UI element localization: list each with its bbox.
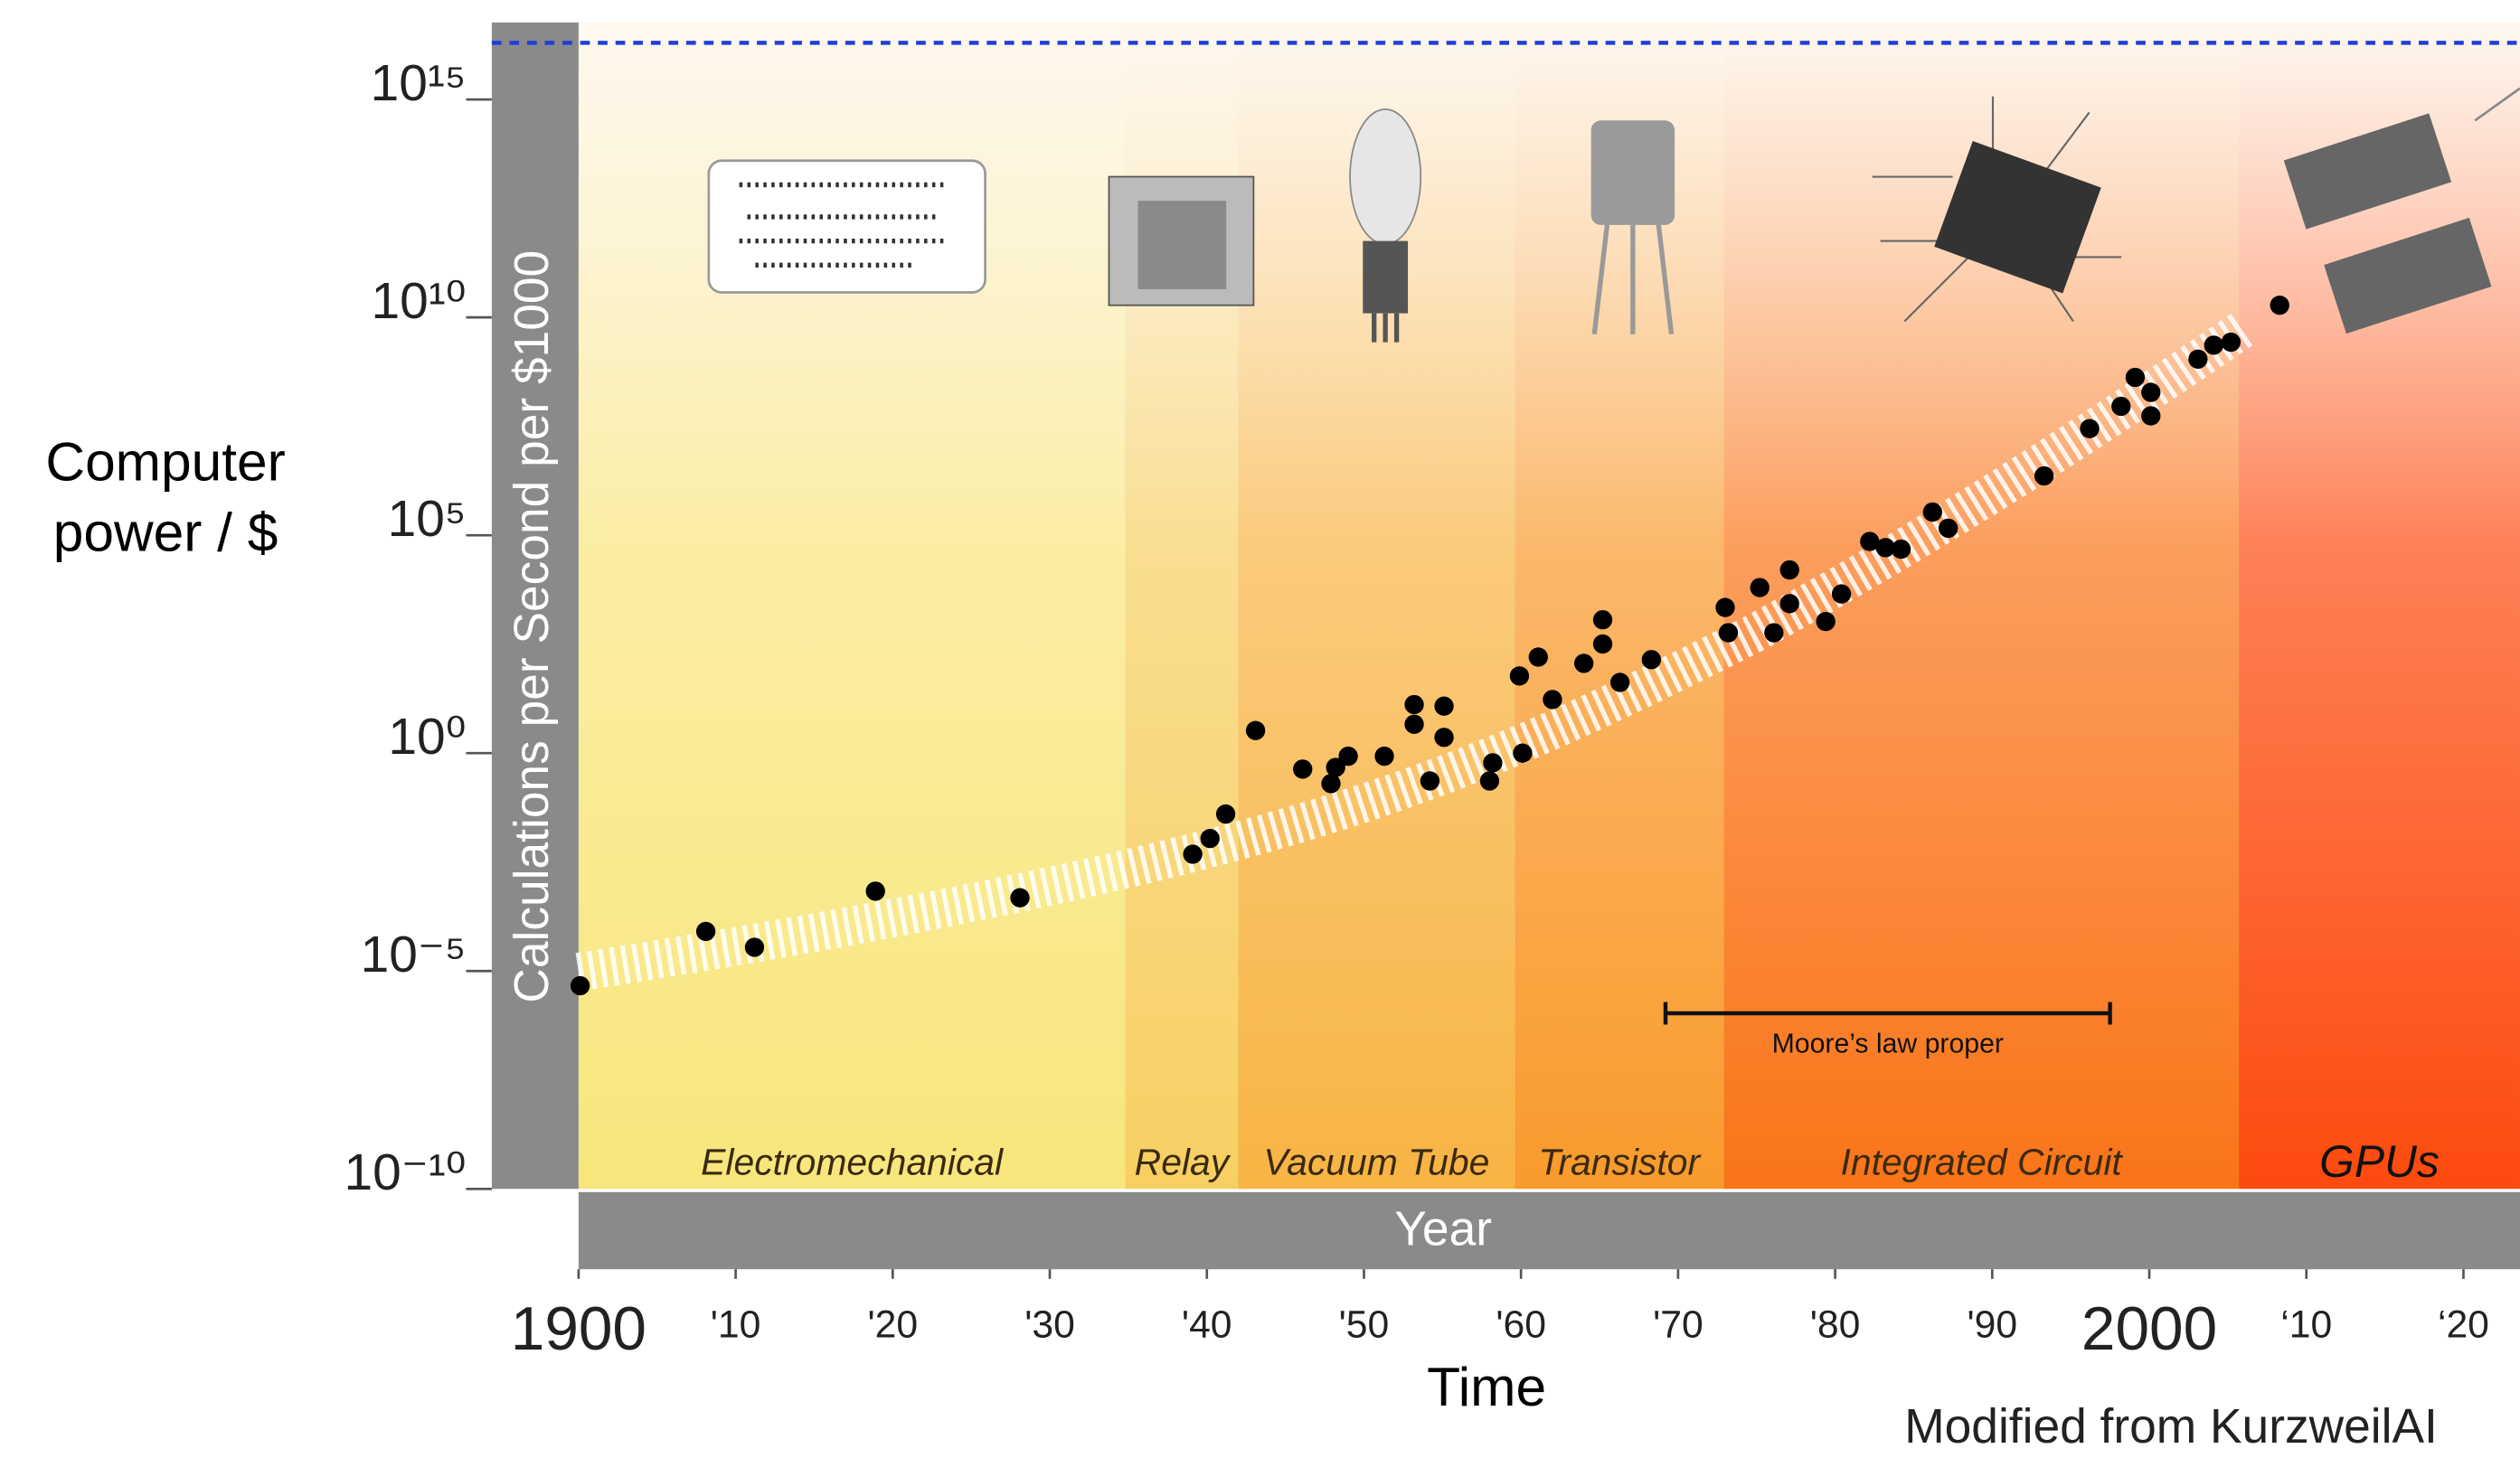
x-axis-bar [579,1192,2520,1269]
x-tick-label: '60 [1496,1303,1546,1346]
x-tick-label: ‘10 [2280,1303,2332,1346]
x-tick-label: '20 [868,1303,919,1346]
data-point [1939,519,1958,538]
data-point [1216,804,1235,823]
data-point [2270,296,2289,315]
era-label: Vacuum Tube [1263,1141,1489,1182]
data-point [1780,560,1799,579]
era-label: GPUs [2319,1136,2440,1187]
source: Modified from KurzweilAI [1904,1400,2438,1453]
x-tick-label: '50 [1339,1303,1390,1346]
y-tick-label: 10⁵ [388,491,467,548]
y-tick-label: 10⁻¹⁰ [344,1144,466,1201]
x-axis-label: Year [1394,1202,1492,1256]
data-point [1543,690,1562,709]
page: Electromechanical Relay Vacuum Tube Transis… [0,0,2520,1458]
data-point [1764,623,1783,642]
data-point [1293,759,1312,778]
data-point [1434,697,1453,716]
data-point [2126,368,2145,387]
data-point [1780,594,1799,613]
data-point [745,937,764,956]
transistor-icon [1591,120,1675,225]
chart: Electromechanical Relay Vacuum Tube Transis… [0,0,2520,1458]
data-point [1923,503,1942,522]
data-point [1642,650,1661,669]
x-tick-label: '10 [711,1303,761,1346]
y-tick-label: 10¹⁰ [371,273,466,330]
data-point [1817,612,1836,631]
data-point [2141,406,2160,425]
outer-y-label: power / $ [53,502,278,563]
era-label: Electromechanical [701,1141,1004,1182]
tube-icon [1350,109,1420,244]
data-point [2188,350,2207,369]
data-point [2141,382,2160,401]
data-point [866,881,885,900]
x-tick-label: '80 [1810,1303,1861,1346]
outer-x-label: Time [1427,1356,1546,1417]
data-point [1338,747,1357,766]
x-tick-label: 1900 [511,1295,647,1363]
data-point [2080,419,2099,438]
data-point [2204,335,2223,354]
data-point [1246,721,1265,740]
data-point [1434,728,1453,747]
outer-y-label: Computer [45,430,285,492]
x-tick-label: '90 [1968,1303,2018,1346]
data-point [2111,397,2130,416]
data-point [1483,753,1502,772]
data-point [1610,673,1629,691]
data-point [1480,771,1499,790]
y-axis-label: Calculations per Second per $1000 [505,250,559,1003]
x-tick-label: '40 [1182,1303,1232,1346]
data-point [1574,654,1593,673]
data-point [1404,695,1423,714]
data-point [1404,715,1423,734]
data-point [2222,333,2241,352]
data-point [571,976,590,995]
x-tick-label: '70 [1653,1303,1704,1346]
x-tick-label: 2000 [2081,1295,2217,1363]
x-tick-label: ‘20 [2438,1303,2489,1346]
data-point [1593,610,1612,629]
era-label: Transistor [1538,1141,1701,1182]
data-point [1420,771,1439,790]
data-point [2034,466,2053,485]
era-label: Integrated Circuit [1841,1141,2124,1182]
y-tick-label: 10¹⁵ [371,55,467,112]
data-point [696,922,715,941]
data-point [1529,647,1548,666]
data-point [1715,597,1734,616]
era-label: Relay [1135,1141,1232,1182]
data-point [1832,584,1851,603]
data-point [1719,623,1738,642]
y-tick-label: 10⁰ [388,709,466,766]
data-point [1201,829,1220,848]
x-tick-label: '30 [1024,1303,1075,1346]
data-point [1010,889,1029,908]
data-point [1374,747,1393,766]
data-point [1593,635,1612,654]
annotation-text: Moore’s law proper [1772,1030,2004,1059]
tube-base [1363,241,1408,314]
data-point [1510,666,1529,685]
data-point [1513,744,1532,763]
y-tick-label: 10⁻⁵ [361,927,467,983]
data-point [1751,578,1770,597]
data-point [1183,844,1202,863]
data-point [1892,540,1911,559]
relay-coil [1137,201,1226,289]
punch-card-icon [709,161,986,293]
